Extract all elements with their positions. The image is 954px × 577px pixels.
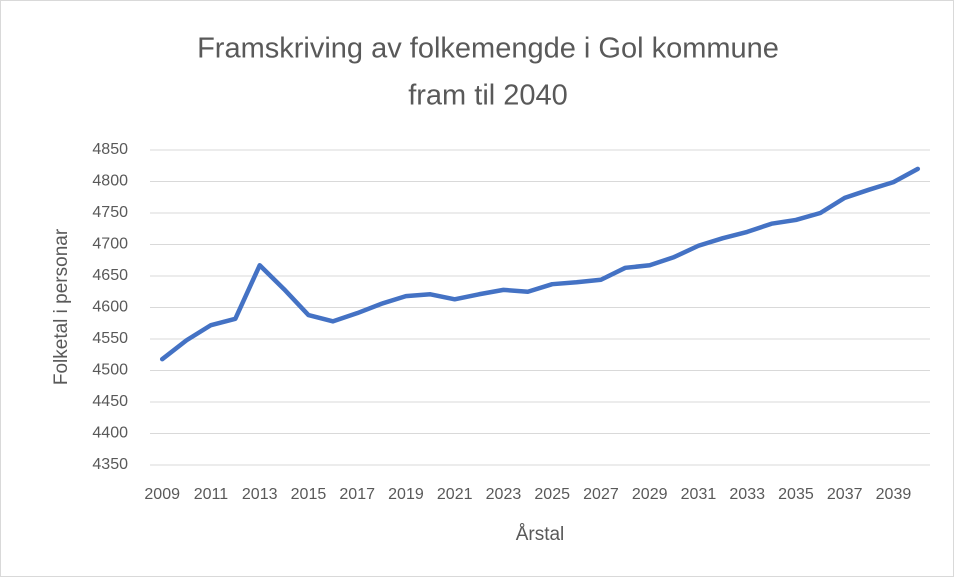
x-tick-label: 2015: [291, 486, 327, 503]
x-tick-label: 2009: [144, 486, 180, 503]
y-tick-label: 4850: [92, 141, 128, 158]
y-tick-label: 4800: [92, 173, 128, 190]
x-tick-label: 2021: [437, 486, 473, 503]
x-tick-label: 2017: [339, 486, 375, 503]
y-tick-label: 4550: [92, 330, 128, 347]
x-tick-label: 2011: [194, 486, 229, 503]
x-tick-label: 2037: [827, 486, 863, 503]
y-tick-label: 4350: [92, 456, 128, 473]
chart-title: fram til 2040: [408, 80, 568, 112]
data-line: [159, 166, 921, 362]
x-tick-label: 2039: [876, 486, 912, 503]
chart-title: Framskriving av folkemengde i Gol kommun…: [197, 33, 779, 65]
x-tick-label: 2023: [486, 486, 522, 503]
x-tick-label: 2029: [632, 486, 668, 503]
x-tick-label: 2025: [534, 486, 570, 503]
x-tick-label: 2035: [778, 486, 814, 503]
x-tick-label: 2033: [729, 486, 765, 503]
y-axis-label: Folketal i personar: [51, 228, 72, 385]
y-tick-label: 4450: [92, 393, 128, 410]
x-tick-label: 2019: [388, 486, 424, 503]
y-tick-label: 4600: [92, 299, 128, 316]
y-tick-label: 4700: [92, 236, 128, 253]
x-tick-label: 2013: [242, 486, 278, 503]
y-tick-label: 4400: [92, 425, 128, 442]
x-tick-label: 2027: [583, 486, 619, 503]
y-tick-label: 4500: [92, 362, 128, 379]
x-axis-label: Årstal: [516, 524, 565, 545]
x-tick-label: 2031: [681, 486, 717, 503]
y-tick-label: 4650: [92, 267, 128, 284]
y-tick-label: 4750: [92, 204, 128, 221]
